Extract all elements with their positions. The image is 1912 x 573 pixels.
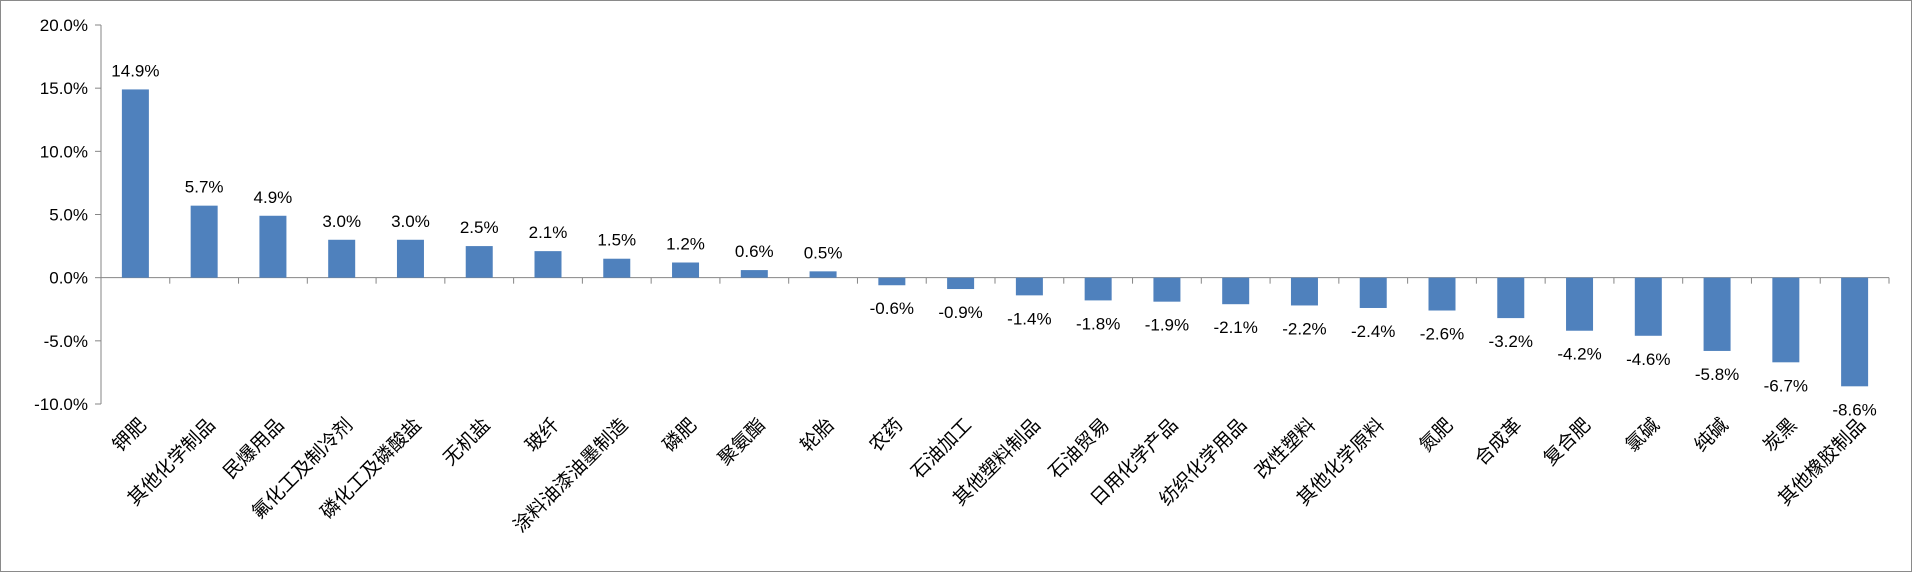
y-tick-label: 0.0%: [49, 269, 88, 288]
y-tick-label: 5.0%: [49, 206, 88, 225]
bar-15: [1084, 277, 1112, 301]
data-label: 4.9%: [254, 188, 293, 207]
category-label: 改性塑料: [1251, 414, 1320, 483]
data-label: 14.9%: [111, 61, 159, 80]
bar-24: [1703, 277, 1731, 351]
y-tick-label: -5.0%: [44, 332, 88, 351]
data-label: 3.0%: [322, 212, 361, 231]
data-label: 0.6%: [735, 242, 774, 261]
data-label: -1.4%: [1007, 309, 1051, 328]
y-tick-label: -10.0%: [34, 395, 88, 414]
data-label: -0.6%: [870, 299, 914, 318]
category-label: 无机盐: [439, 414, 495, 470]
data-label: 5.7%: [185, 178, 224, 197]
data-label: -2.2%: [1282, 319, 1326, 338]
data-label: 2.5%: [460, 218, 499, 237]
bar-23: [1634, 277, 1662, 336]
data-label: 1.2%: [666, 235, 705, 254]
bar-14: [1015, 277, 1043, 296]
bar-19: [1359, 277, 1387, 308]
bar-21: [1497, 277, 1525, 319]
data-label: -6.7%: [1764, 376, 1808, 395]
category-label: 复合肥: [1539, 414, 1595, 470]
y-tick-label: 20.0%: [40, 16, 88, 35]
data-label: -2.6%: [1420, 325, 1464, 344]
data-label: 3.0%: [391, 212, 430, 231]
data-label: -2.4%: [1351, 322, 1395, 341]
bar-25: [1772, 277, 1800, 363]
category-label: 合成革: [1470, 414, 1526, 470]
data-label: -3.2%: [1489, 332, 1533, 351]
data-label: -0.9%: [938, 303, 982, 322]
bar-20: [1428, 277, 1456, 311]
category-label: 氯碱: [1621, 414, 1663, 456]
bar-5: [396, 239, 424, 278]
category-label: 聚氨酯: [714, 414, 770, 470]
category-label: 炭黑: [1759, 414, 1801, 456]
bar-7: [534, 251, 562, 278]
bar-4: [328, 239, 356, 278]
category-label: 民爆用品: [219, 414, 288, 483]
bar-22: [1566, 277, 1594, 331]
bar-8: [603, 258, 631, 278]
data-label: -5.8%: [1695, 365, 1739, 384]
data-label: -2.1%: [1213, 318, 1257, 337]
category-label: 涂料油漆油墨制造: [509, 414, 632, 537]
bar-13: [947, 277, 975, 290]
category-label: 石油加工: [907, 414, 976, 483]
data-label: -4.6%: [1626, 350, 1670, 369]
bar-16: [1153, 277, 1181, 302]
category-label: 钾肥: [108, 414, 150, 456]
bar-11: [809, 271, 837, 278]
data-label: -8.6%: [1832, 400, 1876, 419]
data-label: -1.8%: [1076, 314, 1120, 333]
bar-9: [672, 262, 700, 278]
bar-1: [121, 89, 149, 278]
data-label: 0.5%: [804, 243, 843, 262]
category-label: 纯碱: [1690, 414, 1732, 456]
data-label: 1.5%: [597, 231, 636, 250]
category-label: 农药: [865, 414, 907, 456]
category-label: 石油贸易: [1044, 414, 1113, 483]
category-label: 轮胎: [796, 414, 838, 456]
data-label: -4.2%: [1557, 345, 1601, 364]
data-label: -1.9%: [1145, 316, 1189, 335]
category-label: 磷肥: [659, 414, 701, 456]
bar-6: [465, 246, 493, 278]
y-tick-label: 10.0%: [40, 142, 88, 161]
bar-10: [740, 270, 768, 278]
bar-17: [1222, 277, 1250, 305]
category-label: 玻纤: [521, 414, 563, 456]
category-label: 氮肥: [1415, 414, 1457, 456]
bar-2: [190, 205, 218, 278]
bar-3: [259, 215, 287, 278]
bar-18: [1290, 277, 1318, 306]
bar-12: [878, 277, 906, 286]
y-tick-label: 15.0%: [40, 79, 88, 98]
data-label: 2.1%: [529, 223, 568, 242]
bar-26: [1841, 277, 1869, 387]
